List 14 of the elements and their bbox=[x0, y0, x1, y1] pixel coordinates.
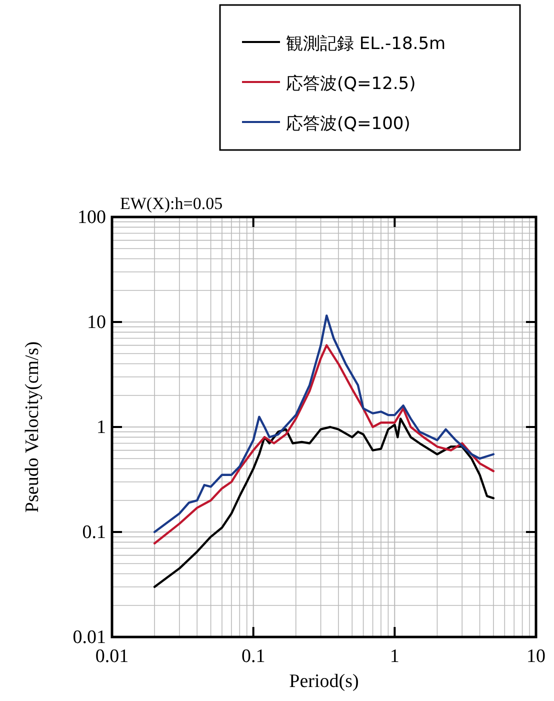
x-tick-label: 1 bbox=[390, 646, 400, 667]
x-axis-title: Period(s) bbox=[289, 671, 359, 692]
legend-label: 観測記録 EL.-18.5m bbox=[286, 34, 446, 54]
y-tick-label: 10 bbox=[87, 312, 106, 333]
legend-label: 応答波(Q=100) bbox=[286, 114, 410, 134]
y-tick-label: 1 bbox=[96, 417, 106, 438]
y-axis-title: Pseudo Velocity(cm/s) bbox=[22, 341, 43, 513]
x-tick-label: 0.1 bbox=[241, 646, 266, 667]
x-tick-label: 10 bbox=[526, 646, 546, 667]
y-tick-label: 0.01 bbox=[72, 627, 106, 648]
legend-label: 応答波(Q=12.5) bbox=[286, 74, 416, 94]
y-tick-label: 0.1 bbox=[82, 522, 106, 543]
chart-title: EW(X):h=0.05 bbox=[120, 194, 223, 213]
y-tick-label: 100 bbox=[78, 207, 106, 228]
